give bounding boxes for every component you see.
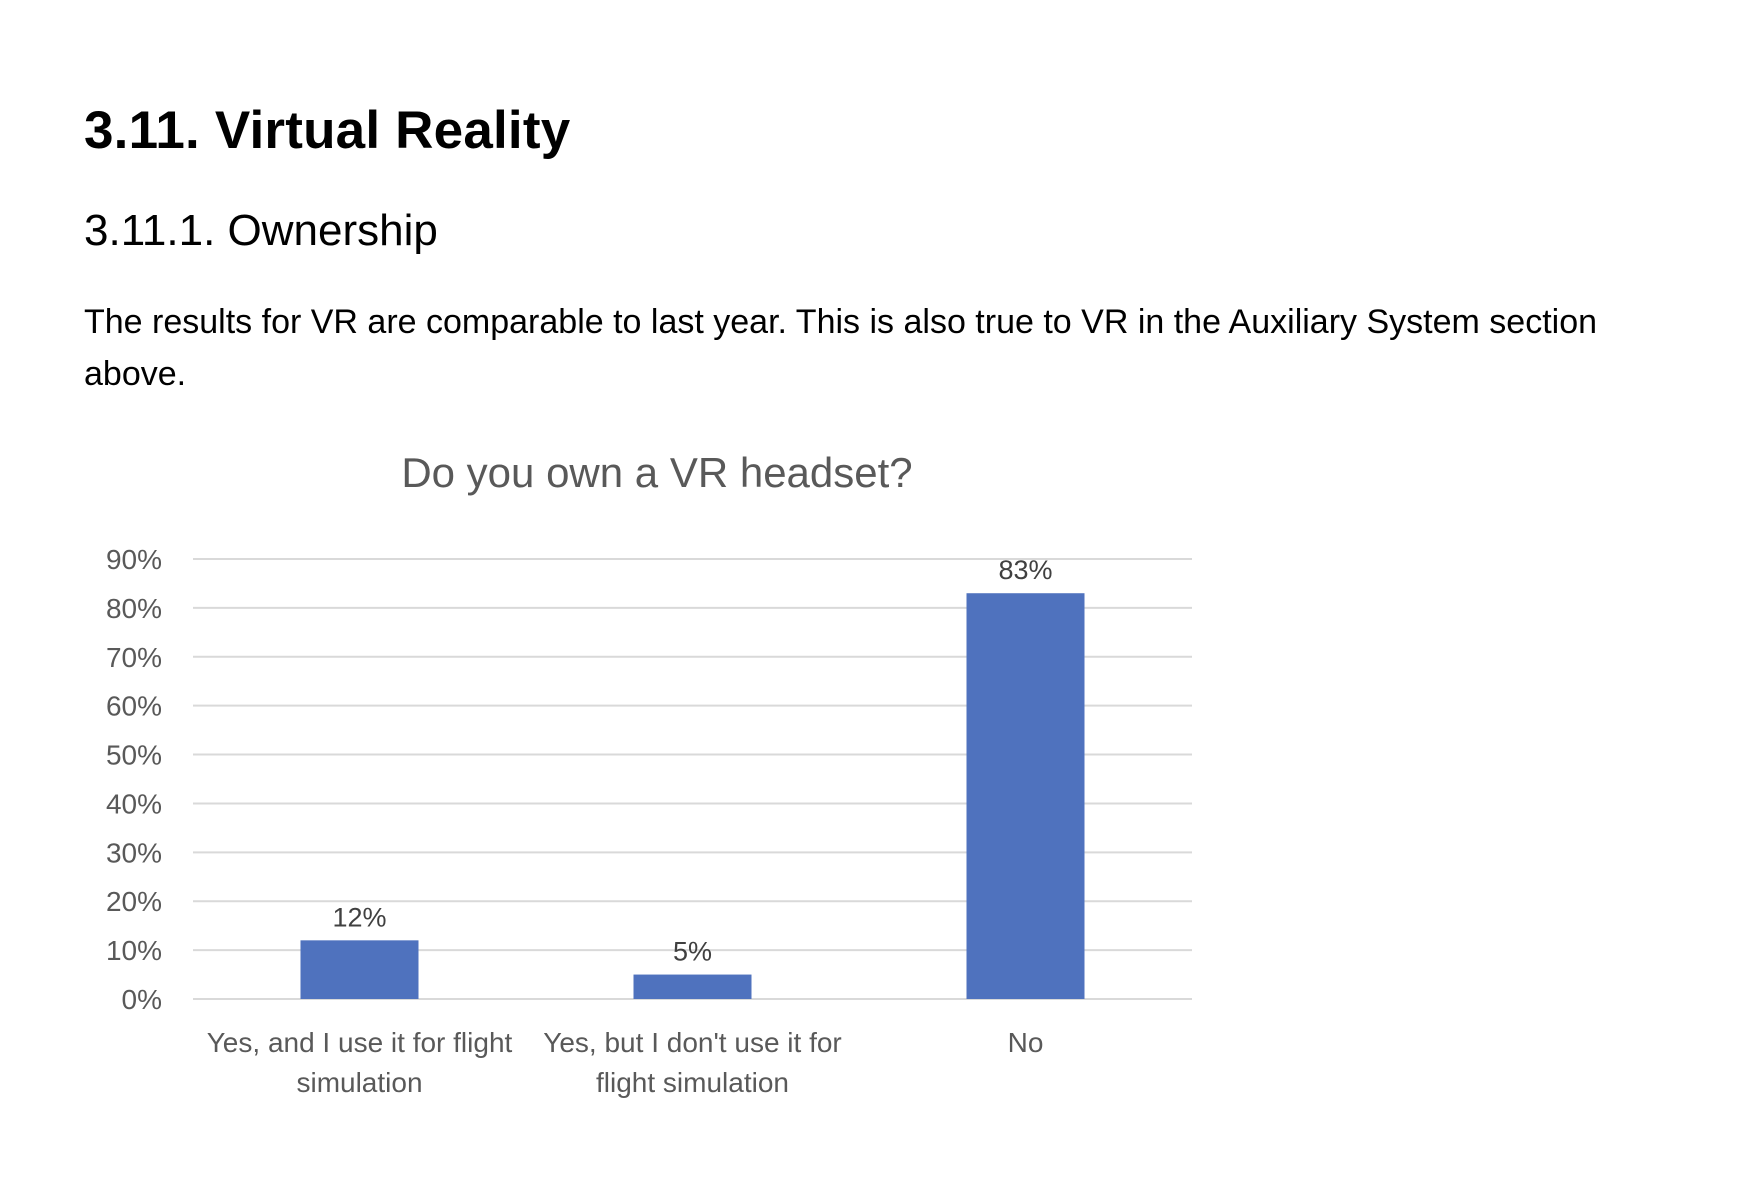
x-tick-label: flight simulation [596,1067,789,1098]
y-tick-label: 50% [106,740,162,771]
section-heading: 3.11. Virtual Reality [84,101,571,160]
bar [966,593,1085,999]
bar [300,940,419,999]
bar [633,974,752,999]
y-tick-label: 80% [106,593,162,624]
data-label: 5% [673,937,712,967]
y-tick-label: 60% [106,691,162,722]
chart-title: Do you own a VR headset? [401,449,912,496]
y-tick-label: 10% [106,935,162,966]
y-tick-label: 40% [106,788,162,819]
data-label: 12% [332,902,386,932]
x-tick-label: simulation [296,1067,422,1098]
chart-svg: Do you own a VR headset? 0% 10% 20% 30% 40% 50… [106,449,1192,1098]
x-tick-label: Yes, and I use it for flight [207,1027,513,1058]
y-tick-label: 90% [106,544,162,575]
y-tick-label: 70% [106,642,162,673]
y-tick-label: 30% [106,837,162,868]
data-label: 83% [998,555,1052,585]
y-tick-label: 0% [122,984,162,1015]
vr-ownership-chart: Do you own a VR headset? 0% 10% 20% 30% 40% 50… [0,440,1738,1120]
y-tick-label: 20% [106,886,162,917]
body-paragraph: The results for VR are comparable to las… [84,303,1598,393]
subsection-heading: 3.11.1. Ownership [84,206,438,255]
x-tick-label: No [1008,1027,1044,1058]
x-tick-label: Yes, but I don't use it for [543,1027,842,1058]
